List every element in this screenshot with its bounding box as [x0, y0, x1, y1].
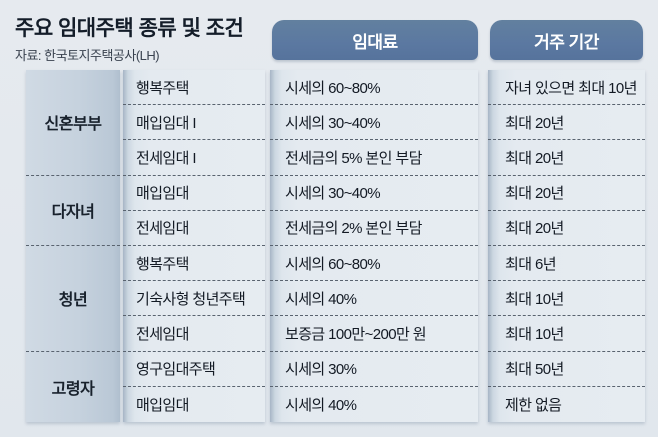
period-cell: 최대 50년 — [488, 352, 645, 387]
rent-cell: 시세의 60~80% — [270, 246, 478, 282]
rent-cell: 시세의 40% — [270, 281, 478, 317]
category-cell-youth: 청년 — [26, 246, 120, 352]
page-title: 주요 임대주택 종류 및 조건 — [15, 17, 244, 40]
period-cell: 최대 20년 — [488, 105, 645, 141]
housing-type-column: 행복주택 매입임대 I 전세임대 I 매입임대 전세임대 행복주택 기숙사형 청… — [123, 70, 265, 422]
category-cell-multichild: 다자녀 — [26, 176, 120, 246]
period-cell: 최대 20년 — [488, 211, 645, 246]
rent-cell: 시세의 30~40% — [270, 105, 478, 141]
period-cell: 제한 없음 — [505, 396, 562, 414]
housing-type-cell: 행복주택 — [123, 246, 265, 282]
column-header-period: 거주 기간 — [490, 20, 643, 60]
category-column: 신혼부부 다자녀 청년 고령자 — [26, 70, 120, 422]
rent-cell: 시세의 40% — [285, 396, 357, 414]
residence-period-column: 자녀 있으면 최대 10년 최대 20년 최대 20년 최대 20년 최대 20… — [488, 70, 645, 422]
housing-type-cell: 매입임대 I — [123, 105, 265, 141]
period-cell: 최대 20년 — [488, 140, 645, 176]
period-cell: 최대 6년 — [488, 246, 645, 282]
category-label: 다자녀 — [51, 204, 95, 222]
rent-cell: 전세금의 5% 본인 부담 — [270, 140, 478, 176]
housing-type-cell: 매입임대 — [136, 396, 189, 414]
rent-cell: 시세의 30~40% — [270, 176, 478, 211]
category-label: 고령자 — [51, 380, 95, 398]
rent-column: 시세의 60~80% 시세의 30~40% 전세금의 5% 본인 부담 시세의 … — [270, 70, 478, 422]
period-cell: 자녀 있으면 최대 10년 — [488, 70, 645, 106]
housing-type-cell: 영구임대주택 — [123, 352, 265, 387]
category-label: 신혼부부 — [44, 116, 102, 134]
rent-cell: 보증금 100만~200만 원 — [270, 316, 478, 352]
housing-type-cell: 전세임대 — [123, 211, 265, 246]
housing-type-cell: 매입임대 — [123, 176, 265, 211]
category-cell-senior: 고령자 — [26, 352, 120, 422]
period-cell: 최대 10년 — [488, 281, 645, 317]
housing-type-cell: 행복주택 — [123, 70, 265, 106]
housing-type-cell: 기숙사형 청년주택 — [123, 281, 265, 317]
source-credit: 자료: 한국토지주택공사(LH) — [15, 48, 160, 63]
housing-type-cell: 전세임대 I — [123, 140, 265, 176]
period-cell: 최대 20년 — [488, 176, 645, 211]
rent-cell: 시세의 30% — [270, 352, 478, 387]
category-cell-newlyweds: 신혼부부 — [26, 70, 120, 176]
housing-type-cell: 전세임대 — [123, 316, 265, 352]
column-header-rent: 임대료 — [272, 20, 478, 60]
rent-cell: 시세의 60~80% — [270, 70, 478, 106]
rent-cell: 전세금의 2% 본인 부담 — [270, 211, 478, 246]
category-label: 청년 — [58, 292, 88, 310]
period-cell: 최대 10년 — [488, 316, 645, 352]
